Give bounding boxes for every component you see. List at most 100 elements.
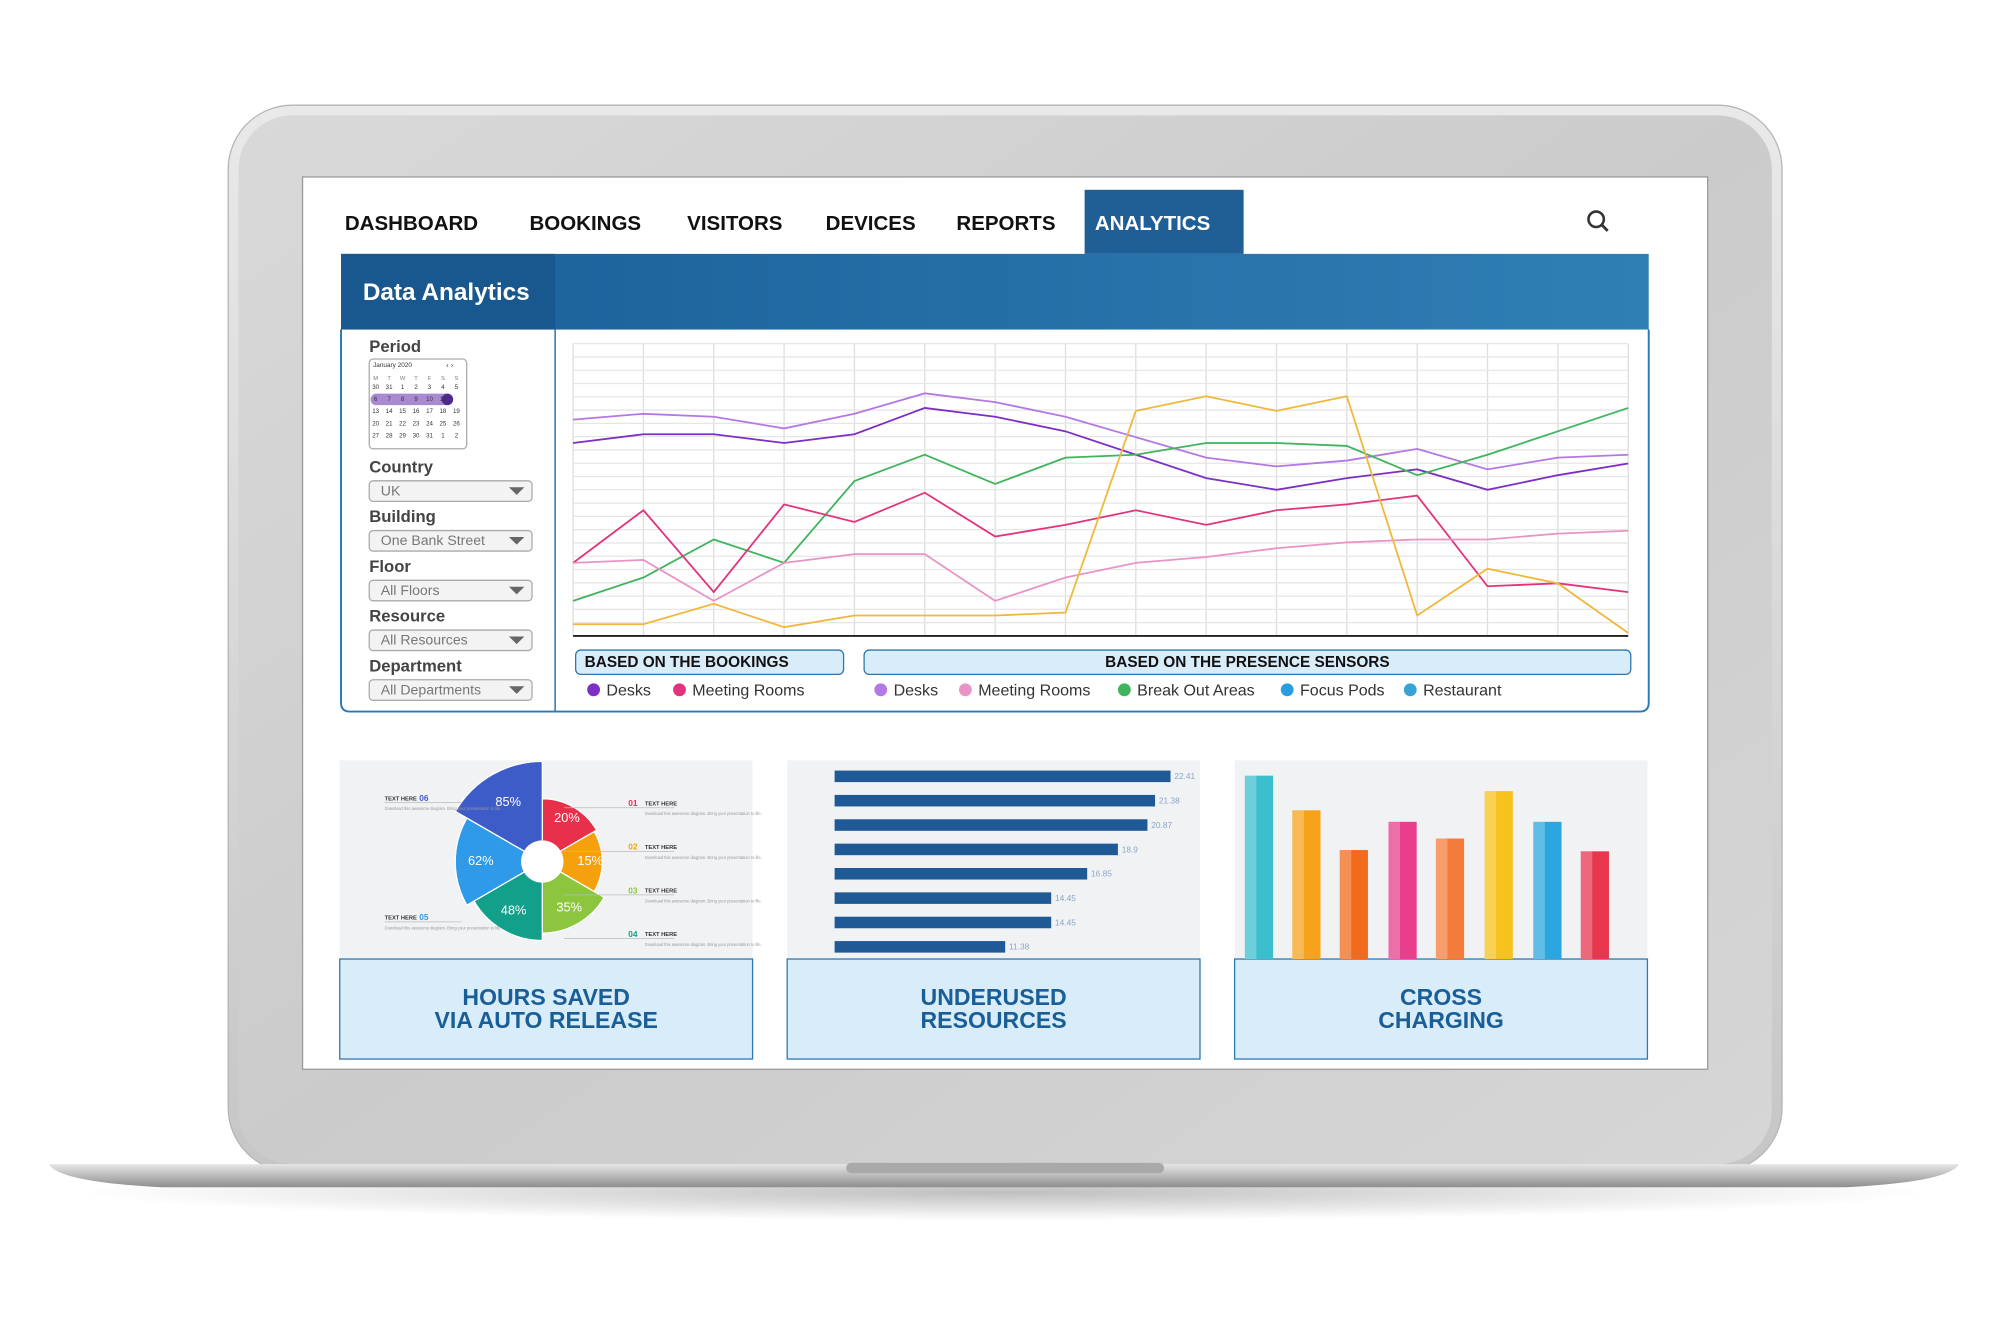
- dropdown[interactable]: [368, 679, 533, 701]
- dropdown[interactable]: [368, 579, 533, 602]
- nav-item[interactable]: DEVICES: [826, 212, 916, 235]
- bar: [1435, 838, 1465, 960]
- laptop-base: [48, 1164, 1959, 1188]
- callout-note: Download this awesome diagram. Bring you…: [385, 925, 502, 930]
- nav-item[interactable]: REPORTS: [956, 212, 1055, 235]
- bar-shade: [1388, 821, 1400, 960]
- calendar-month: January 2020: [373, 362, 412, 369]
- day[interactable]: 28: [386, 433, 393, 440]
- hbar: [834, 843, 1118, 856]
- legend-label: Meeting Rooms: [692, 681, 804, 699]
- day[interactable]: 10: [426, 396, 433, 403]
- search-icon[interactable]: [1587, 210, 1606, 229]
- callout-number: 05: [419, 912, 429, 922]
- dropdown-arrow: [508, 536, 525, 545]
- hbar-label: 18.9: [1122, 844, 1139, 854]
- line-series: [572, 407, 1629, 491]
- nav-item[interactable]: BOOKINGS: [529, 212, 641, 235]
- nav-item[interactable]: DASHBOARD: [345, 212, 478, 235]
- day[interactable]: 1: [441, 433, 445, 440]
- hbar-label: 11.38: [1009, 942, 1030, 952]
- day[interactable]: 25: [440, 420, 447, 427]
- day[interactable]: 11: [440, 396, 447, 403]
- callout-text: TEXT HERE: [645, 801, 677, 807]
- legend-dot: [1403, 683, 1417, 697]
- legend-title: BASED ON THE PRESENCE SENSORS: [1105, 654, 1389, 671]
- bar-shade: [1435, 838, 1448, 960]
- day[interactable]: 2: [455, 433, 459, 440]
- bar-shade: [1484, 791, 1497, 960]
- weekday: S: [454, 376, 458, 382]
- legend-dot: [958, 683, 972, 697]
- field-label: Floor: [369, 557, 411, 576]
- day[interactable]: 2: [414, 384, 418, 391]
- dropdown-value: All Floors: [381, 582, 440, 598]
- field-label: Building: [369, 507, 436, 526]
- day[interactable]: 24: [426, 420, 433, 427]
- panel-title-box: [341, 253, 556, 330]
- dropdown[interactable]: [368, 629, 533, 652]
- period-label: Period: [369, 337, 421, 356]
- legend-dot: [1280, 683, 1294, 697]
- hbar-label: 20.87: [1151, 820, 1172, 830]
- day[interactable]: 23: [413, 420, 420, 427]
- day[interactable]: 1: [401, 384, 405, 391]
- day[interactable]: 17: [426, 408, 433, 415]
- card-title: CROSS: [1400, 984, 1482, 1010]
- day[interactable]: 4: [441, 384, 445, 391]
- legend-header: [863, 649, 1632, 676]
- pie-label: 20%: [554, 810, 580, 825]
- panel-header: [341, 253, 1649, 330]
- day[interactable]: 16: [413, 408, 420, 415]
- bar: [1580, 851, 1609, 960]
- card-title-box[interactable]: [339, 958, 754, 1060]
- day[interactable]: 27: [372, 433, 379, 440]
- notch: [846, 1162, 1165, 1174]
- hbar-label: 14.45: [1055, 893, 1076, 903]
- pie-label: 48%: [501, 903, 527, 918]
- day[interactable]: 18: [440, 408, 447, 415]
- day[interactable]: 30: [372, 384, 379, 391]
- day[interactable]: 3: [428, 384, 432, 391]
- day[interactable]: 5: [455, 384, 459, 391]
- dropdown-arrow: [508, 487, 525, 495]
- legend-header: [575, 649, 845, 676]
- pie-label: 35%: [556, 899, 582, 914]
- day[interactable]: 26: [453, 420, 460, 427]
- day[interactable]: 9: [414, 396, 418, 403]
- callout-number: 06: [419, 793, 429, 803]
- search-handle: [1600, 223, 1609, 232]
- dropdown[interactable]: [368, 480, 533, 502]
- day[interactable]: 13: [372, 408, 379, 415]
- dropdown[interactable]: [368, 529, 533, 552]
- dropdown-value: UK: [381, 482, 401, 498]
- hbar: [834, 916, 1052, 929]
- hbar: [834, 868, 1088, 880]
- calendar-arrows[interactable]: ‹ ›: [446, 360, 454, 369]
- day[interactable]: 31: [386, 384, 393, 391]
- day[interactable]: 21: [386, 420, 393, 427]
- day[interactable]: 19: [453, 408, 460, 415]
- legend-label: Meeting Rooms: [978, 681, 1090, 699]
- day[interactable]: 7: [387, 396, 391, 403]
- day[interactable]: 29: [399, 433, 406, 440]
- bar: [1484, 791, 1513, 960]
- card-title-box[interactable]: [786, 958, 1201, 1060]
- callout-note: Download this awesome diagram. Bring you…: [645, 855, 762, 860]
- day[interactable]: 15: [399, 408, 406, 415]
- day[interactable]: 6: [374, 396, 378, 403]
- callout-text: TEXT HERE: [385, 916, 417, 922]
- day[interactable]: 31: [426, 433, 433, 440]
- day[interactable]: 14: [386, 408, 393, 415]
- nav-item[interactable]: ANALYTICS: [1095, 212, 1210, 235]
- legend-label: Desks: [606, 681, 650, 699]
- card-title-box[interactable]: [1233, 958, 1649, 1060]
- day[interactable]: 12: [453, 396, 460, 403]
- day[interactable]: 20: [372, 420, 379, 427]
- day[interactable]: 8: [401, 396, 405, 403]
- nav-item[interactable]: VISITORS: [687, 212, 782, 235]
- day[interactable]: 22: [399, 420, 406, 427]
- callout-number: 02: [628, 842, 638, 852]
- dropdown-arrow: [508, 686, 525, 694]
- day[interactable]: 30: [413, 433, 420, 440]
